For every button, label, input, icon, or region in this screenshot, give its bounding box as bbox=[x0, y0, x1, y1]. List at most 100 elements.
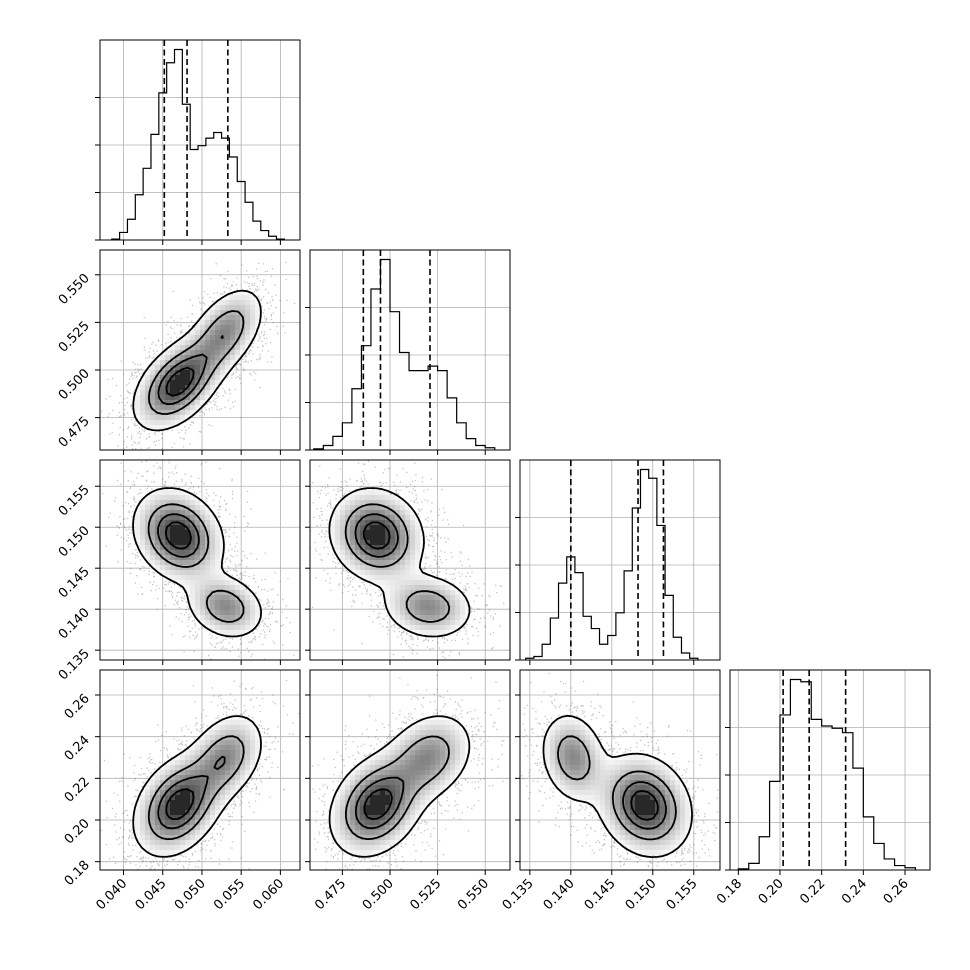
density-cell bbox=[205, 600, 211, 606]
density-cell bbox=[175, 760, 181, 766]
density-cell bbox=[145, 385, 151, 391]
density-cell bbox=[370, 550, 376, 556]
density-cell bbox=[590, 765, 596, 771]
density-cell bbox=[430, 725, 436, 731]
density-cell bbox=[650, 775, 656, 781]
density-panel-2-1 bbox=[305, 459, 511, 665]
density-cell bbox=[145, 375, 151, 381]
density-cell bbox=[390, 585, 396, 591]
density-cell bbox=[185, 790, 191, 796]
density-cell bbox=[445, 620, 451, 626]
density-cell bbox=[340, 820, 346, 826]
density-cell bbox=[440, 620, 446, 626]
density-cell bbox=[215, 310, 221, 316]
density-cell bbox=[355, 505, 361, 511]
density-cell bbox=[570, 750, 576, 756]
density-cell bbox=[590, 785, 596, 791]
density-cell bbox=[370, 525, 376, 531]
density-cell bbox=[190, 830, 196, 836]
density-cell bbox=[430, 760, 436, 766]
density-cell bbox=[180, 560, 186, 566]
density-cell bbox=[385, 560, 391, 566]
density-cell bbox=[395, 765, 401, 771]
density-cell bbox=[385, 510, 391, 516]
density-cell bbox=[365, 570, 371, 576]
density-cell bbox=[145, 380, 151, 386]
density-cell bbox=[195, 800, 201, 806]
density-cell bbox=[400, 765, 406, 771]
density-cell bbox=[415, 600, 421, 606]
density-cell bbox=[355, 560, 361, 566]
density-cell bbox=[415, 595, 421, 601]
density-cell bbox=[410, 740, 416, 746]
density-cell bbox=[405, 795, 411, 801]
density-cell bbox=[385, 525, 391, 531]
density-cell bbox=[245, 320, 251, 326]
density-cell bbox=[450, 610, 456, 616]
density-cell bbox=[415, 750, 421, 756]
density-cell bbox=[440, 715, 446, 721]
density-cell bbox=[615, 795, 621, 801]
density-cell bbox=[135, 510, 141, 516]
density-cell bbox=[240, 735, 246, 741]
density-cell bbox=[395, 615, 401, 621]
density-cell bbox=[340, 500, 346, 506]
density-cell bbox=[455, 725, 461, 731]
density-cell bbox=[680, 790, 686, 796]
contour-line bbox=[622, 781, 667, 830]
density-cell bbox=[345, 775, 351, 781]
density-cell bbox=[390, 780, 396, 786]
density-cell bbox=[410, 525, 416, 531]
density-cell bbox=[435, 745, 441, 751]
density-cell bbox=[190, 360, 196, 366]
density-cell bbox=[180, 810, 186, 816]
density-cell bbox=[390, 610, 396, 616]
density-cell bbox=[145, 495, 151, 501]
density-cell bbox=[360, 530, 366, 536]
density-cell bbox=[600, 795, 606, 801]
density-cell bbox=[175, 395, 181, 401]
density-cell bbox=[190, 595, 196, 601]
density-cell bbox=[165, 545, 171, 551]
density-cell bbox=[430, 720, 436, 726]
density-cell bbox=[200, 810, 206, 816]
density-cell bbox=[235, 625, 241, 631]
density-cell bbox=[185, 415, 191, 421]
density-cell bbox=[200, 325, 206, 331]
density-cell bbox=[345, 810, 351, 816]
density-cell bbox=[155, 400, 161, 406]
density-cell bbox=[410, 780, 416, 786]
density-cell bbox=[420, 625, 426, 631]
density-cell bbox=[405, 590, 411, 596]
density-cell bbox=[240, 335, 246, 341]
density-cell bbox=[235, 605, 241, 611]
density-cell bbox=[385, 795, 391, 801]
axes-frame bbox=[519, 669, 721, 871]
density-cell bbox=[150, 540, 156, 546]
density-cell bbox=[335, 835, 341, 841]
density-cell bbox=[200, 540, 206, 546]
density-cell bbox=[360, 845, 366, 851]
density-cell bbox=[145, 795, 151, 801]
density-cell bbox=[145, 825, 151, 831]
density-cell bbox=[385, 605, 391, 611]
density-cell bbox=[185, 785, 191, 791]
density-cell bbox=[220, 630, 226, 636]
density-cell bbox=[215, 325, 221, 331]
density-cell bbox=[610, 770, 616, 776]
density-cell bbox=[410, 540, 416, 546]
density-cell bbox=[685, 810, 691, 816]
density-cell bbox=[420, 600, 426, 606]
density-cell bbox=[395, 780, 401, 786]
axes-frame bbox=[309, 669, 511, 871]
density-cell bbox=[390, 495, 396, 501]
density-cell bbox=[380, 770, 386, 776]
density-cell bbox=[650, 820, 656, 826]
density-cell bbox=[360, 550, 366, 556]
density-cell bbox=[205, 620, 211, 626]
density-cell bbox=[220, 375, 226, 381]
density-cell bbox=[165, 550, 171, 556]
density-cell bbox=[550, 730, 556, 736]
density-cell bbox=[610, 760, 616, 766]
density-cell bbox=[150, 425, 156, 431]
